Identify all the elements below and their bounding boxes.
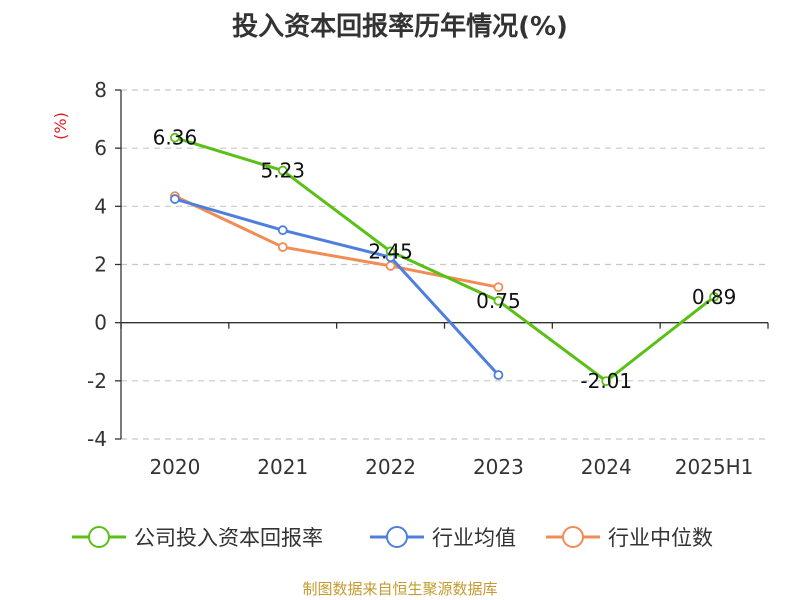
y-tick-label: -2 [87, 369, 107, 393]
data-point [277, 242, 288, 252]
chart-title: 投入资本回报率历年情况(%) [232, 12, 568, 42]
axes: -4 -2 0 2 4 6 8 2020 2021 2022 2023 2024 2025H1 [87, 78, 769, 479]
grid-lines [121, 89, 768, 440]
data-point [493, 282, 504, 293]
data-point [493, 370, 504, 380]
y-tick-label: 2 [94, 253, 107, 277]
series-line [174, 136, 716, 383]
series-3 [170, 191, 504, 293]
y-tick-label: 4 [94, 194, 107, 218]
y-tick-label: 6 [94, 136, 107, 160]
data-point [709, 291, 719, 302]
data-labels: 6.36 5.23 2.45 0.75 -2.01 0.89 [153, 126, 737, 393]
data-label: 0.89 [692, 285, 737, 309]
y-tick-label: 8 [94, 78, 107, 102]
data-label: -2.01 [580, 369, 632, 393]
data-point [493, 295, 504, 306]
legend-marker [88, 526, 110, 548]
legend-item-3: 行业中位数 [546, 526, 713, 550]
data-point [170, 132, 180, 143]
legend-label: 行业均值 [432, 526, 516, 550]
legend: 公司投入资本回报率 行业均值 行业中位数 [72, 526, 713, 550]
y-axis-title: (%) [51, 112, 70, 140]
legend-label: 行业中位数 [608, 526, 713, 550]
legend-label: 公司投入资本回报率 [134, 526, 323, 550]
legend-item-2: 行业均值 [370, 526, 516, 550]
series-1 [170, 132, 719, 387]
data-point [277, 165, 288, 176]
legend-marker [562, 526, 584, 548]
y-tick-label: -4 [87, 427, 107, 451]
x-tick-label: 2021 [257, 455, 308, 479]
legend-item-1: 公司投入资本回报率 [72, 526, 323, 550]
series-2 [170, 194, 504, 380]
data-label: 6.36 [153, 126, 198, 150]
data-label: 2.45 [368, 239, 413, 263]
x-tick-label: 2022 [365, 455, 416, 479]
y-tick-label: 0 [94, 311, 107, 335]
x-tick-label: 2025H1 [675, 455, 754, 479]
data-point [170, 194, 180, 204]
data-label: 0.75 [476, 289, 521, 313]
legend-marker [386, 526, 408, 548]
source-text: 制图数据来自恒生聚源数据库 [302, 580, 498, 598]
data-point [601, 376, 612, 387]
data-point [277, 225, 288, 236]
x-tick-label: 2024 [581, 455, 632, 479]
x-tick-label: 2023 [473, 455, 524, 479]
x-tick-label: 2020 [149, 455, 200, 479]
data-point [385, 246, 396, 257]
data-label: 5.23 [260, 159, 305, 183]
series-line [174, 197, 500, 377]
series-lines [170, 132, 719, 387]
